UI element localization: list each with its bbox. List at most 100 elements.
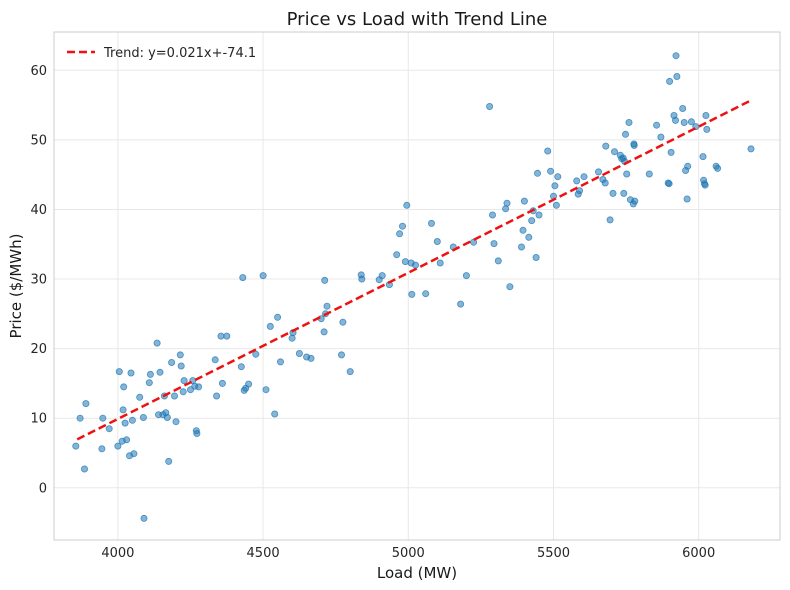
data-point	[121, 419, 129, 427]
data-point	[490, 240, 498, 248]
data-point	[701, 181, 709, 189]
y-tick-label: 0	[39, 481, 47, 496]
data-point	[119, 406, 127, 414]
data-point	[684, 162, 692, 170]
data-point	[747, 145, 755, 153]
data-point	[76, 414, 84, 422]
data-point	[337, 351, 345, 359]
data-point	[544, 147, 552, 155]
data-point	[276, 358, 284, 366]
data-point	[239, 274, 247, 282]
data-point	[245, 380, 253, 388]
data-point	[145, 379, 153, 387]
data-point	[620, 189, 628, 197]
data-point	[259, 272, 267, 280]
data-point	[153, 339, 161, 347]
data-point	[547, 167, 555, 175]
y-tick-label: 30	[30, 273, 47, 288]
y-tick-label: 20	[30, 342, 47, 357]
x-tick-label: 5500	[537, 546, 570, 561]
data-point	[609, 189, 617, 197]
data-point	[486, 103, 494, 111]
x-tick-label: 6000	[682, 546, 715, 561]
data-point	[436, 259, 444, 267]
data-point	[179, 388, 187, 396]
data-point	[321, 276, 329, 284]
data-point	[146, 370, 154, 378]
data-point	[672, 116, 680, 124]
data-point	[127, 369, 135, 377]
x-axis-ticks: 4000 4500 5000 5500 6000	[101, 546, 715, 561]
data-point	[98, 445, 106, 453]
data-point	[177, 362, 185, 370]
data-point	[699, 153, 707, 161]
trend-line	[76, 99, 752, 441]
data-point	[519, 226, 527, 234]
data-point	[433, 237, 441, 245]
y-axis-title: Price ($/MWh)	[7, 234, 25, 339]
y-axis-ticks: 0 10 20 30 40 50 60	[30, 64, 47, 497]
data-point	[525, 233, 533, 241]
data-point	[180, 377, 188, 385]
data-point	[595, 168, 603, 176]
grid	[54, 32, 780, 540]
y-tick-label: 50	[30, 133, 47, 148]
data-point	[673, 73, 681, 81]
data-point	[422, 290, 430, 298]
x-tick-label: 4000	[101, 546, 134, 561]
data-point	[358, 275, 366, 283]
data-point	[139, 413, 147, 421]
data-point	[128, 416, 136, 424]
y-tick-label: 60	[30, 64, 47, 79]
data-point	[170, 392, 178, 400]
data-point	[506, 283, 514, 291]
data-point	[72, 442, 80, 450]
data-point	[672, 52, 680, 60]
data-point	[320, 328, 328, 336]
data-point	[168, 358, 176, 366]
data-point	[573, 177, 581, 185]
data-point	[274, 313, 282, 321]
data-point	[532, 253, 540, 261]
data-point	[687, 118, 695, 126]
data-point	[218, 379, 226, 387]
data-point	[679, 105, 687, 113]
data-point	[99, 414, 107, 422]
data-point	[130, 450, 138, 458]
data-point	[211, 356, 219, 364]
data-point	[288, 334, 296, 342]
data-point	[494, 257, 502, 265]
trend-line-layer	[76, 99, 752, 441]
data-point	[408, 290, 416, 298]
data-point	[163, 413, 171, 421]
data-point	[217, 332, 225, 340]
data-point	[213, 392, 221, 400]
data-point	[165, 457, 173, 465]
data-point	[631, 197, 639, 205]
data-point	[502, 205, 510, 213]
data-point	[223, 332, 231, 340]
y-tick-label: 40	[30, 203, 47, 218]
plot-frame	[53, 31, 781, 541]
data-point	[378, 272, 386, 280]
data-point	[271, 410, 279, 418]
data-point	[551, 182, 559, 190]
data-point	[602, 142, 610, 150]
data-point	[645, 170, 653, 178]
legend-trend-label: Trend: y=0.021x+-74.1	[103, 46, 256, 61]
data-point	[552, 201, 560, 209]
x-axis-title: Load (MW)	[377, 564, 457, 582]
data-point	[534, 169, 542, 177]
data-point	[625, 119, 633, 127]
data-point	[622, 130, 630, 138]
data-point	[411, 261, 419, 269]
data-point	[262, 386, 270, 394]
data-point	[611, 148, 619, 156]
data-point	[683, 195, 691, 203]
data-point	[307, 354, 315, 362]
y-tick-label: 10	[30, 412, 47, 427]
data-point	[346, 368, 354, 376]
data-point	[114, 442, 122, 450]
